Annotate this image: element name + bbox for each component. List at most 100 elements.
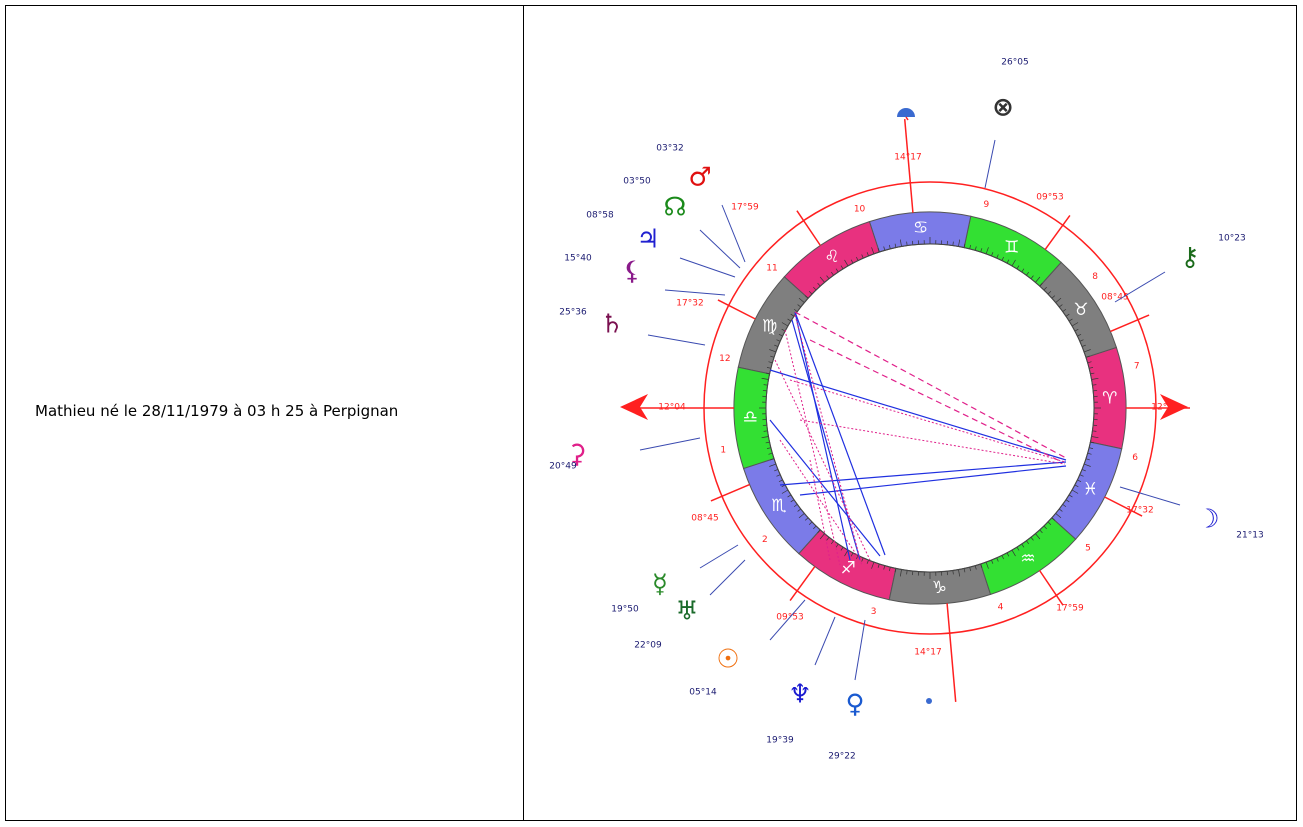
cusp-label: 14°17 [914,648,941,658]
aspect-line [794,314,863,567]
planet-degree: 03°50 [623,177,651,187]
degree-tick [871,561,875,569]
degree-tick [768,361,773,364]
degree-tick [790,499,795,503]
planet-connector [984,139,996,189]
degree-tick [1068,494,1073,498]
cusp-label: 12°04 [1151,403,1179,413]
degree-tick [774,469,779,472]
planet-degree: 08°58 [586,211,614,221]
degree-tick [1011,259,1016,267]
degree-tick [781,322,789,327]
planet-degree: 19°39 [766,736,794,746]
degree-tick [1026,540,1030,545]
degree-tick [974,246,977,251]
degree-tick [781,489,789,494]
cusp-label: 12°04 [658,403,686,413]
aspect-line [789,379,1066,463]
degree-tick [866,559,869,564]
planet-degree: 25°36 [559,308,587,318]
planet-glyph: ☽ [1196,505,1219,535]
degree-tick [797,508,801,512]
degree-tick [1021,268,1025,273]
degree-tick [952,570,954,575]
degree-tick [1089,367,1094,369]
planet-connector [647,334,706,346]
degree-tick [856,555,859,560]
cusp-label: 17°32 [1126,506,1153,516]
planet-glyph: ♃ [636,225,659,255]
planet-glyph: ☉ [716,645,739,675]
sign-glyph: ♐ [841,558,856,578]
degree-tick [861,254,864,259]
degree-tick [778,334,783,337]
degree-tick [769,463,777,467]
degree-tick [776,474,781,477]
cell-divider [523,5,524,821]
degree-tick [813,286,817,291]
degree-tick [850,259,854,264]
planet-glyph: ⊗ [992,93,1014,123]
degree-tick [835,543,839,548]
degree-tick [817,282,821,287]
house-number: 7 [1134,361,1140,371]
planet-glyph: ⚷ [1180,243,1199,273]
planet-degree: 22°09 [634,641,662,651]
degree-tick [985,247,989,255]
degree-tick [1035,533,1041,540]
table-frame [5,5,1297,821]
degree-tick [787,494,792,498]
planet-degree: 26°05 [1001,58,1028,68]
dsc-arrow [1160,394,1188,420]
degree-tick [798,513,805,519]
planet-glyph: ♄ [600,310,623,340]
ic-dot [926,698,932,704]
degree-tick [877,248,880,253]
degree-tick [1062,504,1067,508]
degree-tick [856,256,859,261]
degree-tick [850,552,854,557]
planet-degree: 29°22 [828,752,855,762]
degree-tick [778,479,783,482]
house-number: 3 [871,607,877,617]
degree-tick [969,244,971,249]
sign-glyph: ♌ [824,247,839,267]
degree-tick [766,367,771,369]
sign-glyph: ♋ [913,218,928,238]
house-cusp [946,603,957,702]
degree-tick [1089,447,1094,449]
planet-connector [1114,271,1166,303]
degree-tick [974,565,977,570]
degree-tick [866,252,869,257]
aspect-line [794,311,851,561]
degree-tick [1085,458,1090,461]
aspect-line [769,419,881,557]
asc-arrow [620,394,648,420]
sign-glyph: ♏ [771,496,786,516]
degree-tick [781,484,786,488]
aspect-line [779,439,861,561]
cusp-label: 17°32 [676,299,703,309]
degree-tick [1016,546,1020,551]
degree-tick [1047,291,1052,295]
cusp-label: 08°45 [691,514,718,524]
degree-tick [817,529,821,534]
aspect-line [769,369,1067,461]
sign-glyph: ♎ [743,407,758,427]
sign-glyph: ♍ [762,316,777,336]
planet-connector [699,544,739,569]
degree-tick [808,521,813,525]
degree-tick [804,295,809,299]
degree-tick [808,291,813,295]
aspect-line [794,311,886,556]
house-cusp [903,119,914,213]
degree-tick [840,546,844,551]
degree-tick [1074,484,1079,488]
degree-tick [1062,308,1067,312]
degree-tick [804,517,809,521]
sign-glyph: ♉ [1073,300,1088,320]
planet-connector [699,229,741,269]
sign-glyph: ♓ [1083,480,1098,500]
degree-tick [883,246,886,251]
